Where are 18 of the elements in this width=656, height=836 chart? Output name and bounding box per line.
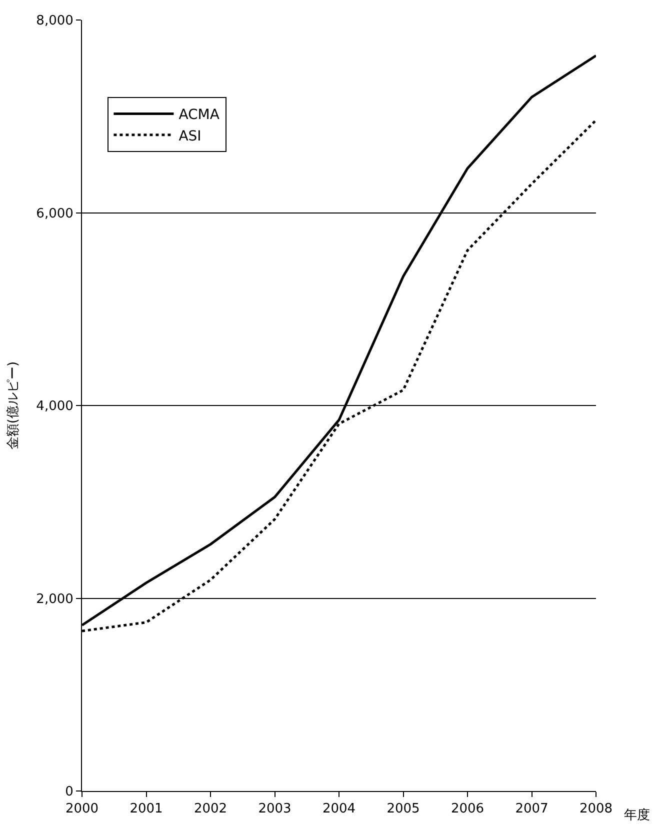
x-tick-label: 2003 bbox=[258, 802, 292, 817]
x-tick-label: 2004 bbox=[322, 802, 356, 817]
y-tick-label: 2,000 bbox=[36, 592, 74, 607]
x-tick-label: 2005 bbox=[386, 802, 420, 817]
x-tick-label: 2002 bbox=[194, 802, 228, 817]
x-tick-label: 2006 bbox=[450, 802, 484, 817]
legend-label: ACMA bbox=[178, 107, 220, 124]
y-tick-label: 4,000 bbox=[36, 399, 74, 414]
y-tick-label: 6,000 bbox=[36, 206, 74, 222]
legend-label: ASI bbox=[178, 128, 202, 144]
x-tick-label: 2007 bbox=[515, 802, 548, 817]
y-tick-label: 0 bbox=[65, 784, 74, 800]
y-axis-title: 金額(億ルピー) bbox=[6, 361, 22, 450]
x-axis-title: 年度 bbox=[624, 807, 650, 823]
y-tick-label: 8,000 bbox=[36, 14, 74, 29]
x-tick-label: 2000 bbox=[65, 802, 99, 817]
x-tick-label: 2008 bbox=[579, 802, 613, 817]
x-tick-label: 2001 bbox=[130, 802, 163, 817]
